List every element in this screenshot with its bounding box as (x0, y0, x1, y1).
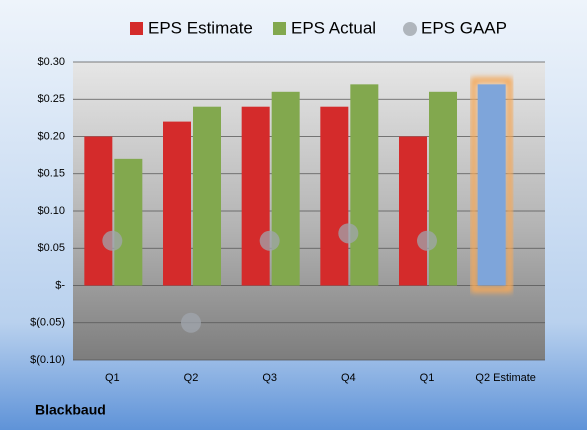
y-tick-label: $- (55, 279, 65, 291)
y-tick-label: $(0.05) (30, 317, 65, 329)
bar (241, 106, 270, 286)
legend-marker (403, 22, 417, 36)
gaap-marker (338, 223, 359, 244)
bar (84, 136, 113, 286)
y-tick-label: $0.10 (37, 205, 65, 217)
x-tick-label: Q2 Estimate (475, 372, 536, 384)
gaap-marker (181, 312, 201, 333)
y-tick-label: $0.20 (37, 130, 65, 142)
legend-label: EPS GAAP (421, 18, 507, 37)
bar (429, 91, 457, 286)
legend-label: EPS Actual (291, 18, 376, 37)
gaap-marker (417, 230, 437, 251)
bar (271, 91, 300, 286)
gaap-marker (259, 230, 280, 251)
x-tick-label: Q1 (420, 372, 435, 384)
gaap-marker (102, 230, 123, 251)
y-tick-label: $(0.10) (30, 354, 65, 366)
x-tick-label: Q3 (262, 372, 277, 384)
bar (163, 121, 191, 286)
bar (477, 84, 506, 286)
bar (320, 106, 349, 286)
bar (193, 106, 221, 286)
x-tick-label: Q4 (341, 372, 356, 384)
y-tick-label: $0.25 (37, 93, 65, 105)
legend-marker (273, 22, 286, 35)
y-tick-label: $0.30 (37, 56, 65, 68)
x-tick-label: Q2 (184, 372, 199, 384)
y-tick-label: $0.15 (37, 168, 65, 180)
highlight-glow (470, 77, 513, 293)
bar (399, 136, 427, 286)
legend-label: EPS Estimate (148, 18, 253, 37)
x-tick-label: Q1 (105, 372, 120, 384)
company-name: Blackbaud (35, 402, 106, 418)
bar (114, 158, 143, 286)
bar (350, 84, 379, 286)
y-tick-label: $0.05 (37, 242, 65, 254)
legend-marker (130, 22, 143, 35)
